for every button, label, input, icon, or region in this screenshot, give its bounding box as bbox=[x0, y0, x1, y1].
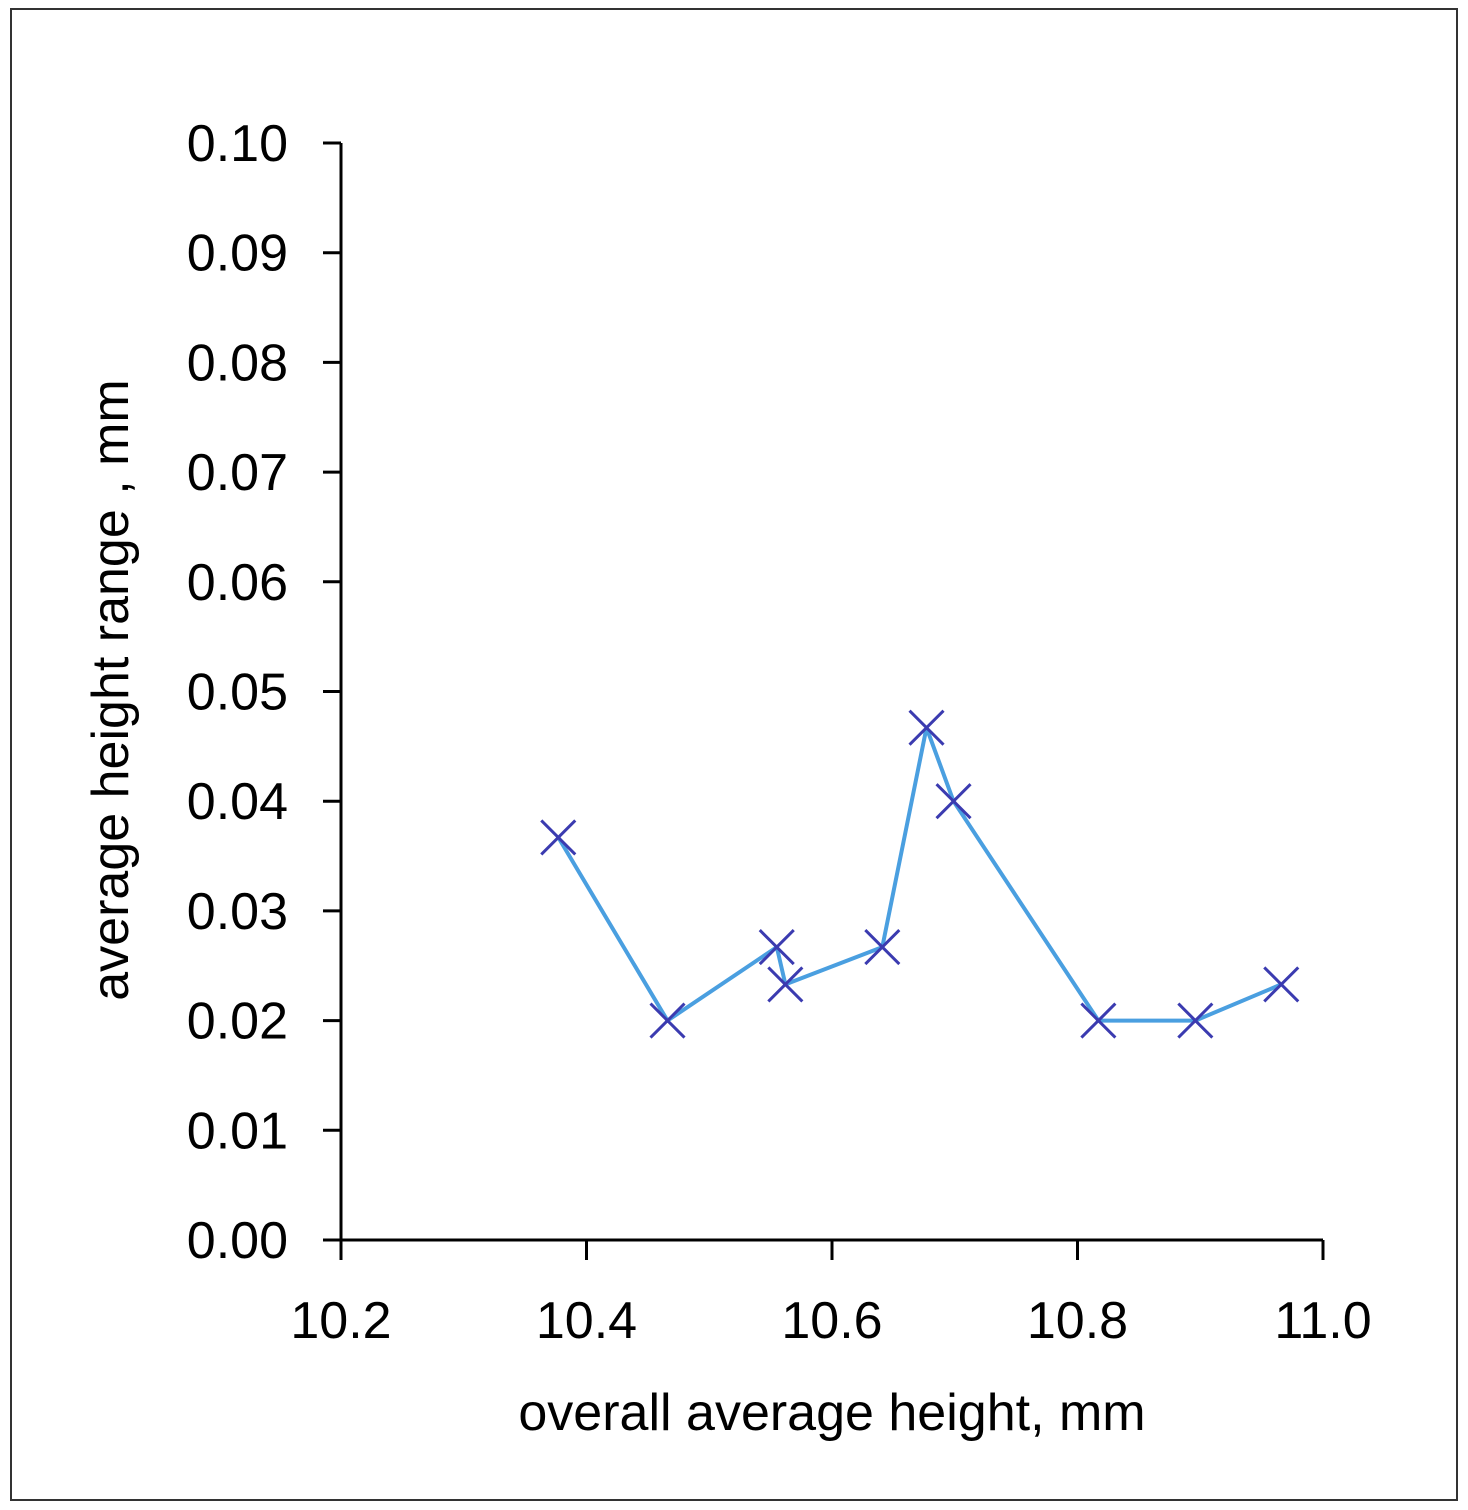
y-tick-label: 0.00 bbox=[187, 1212, 288, 1270]
data-point-marker bbox=[1177, 1002, 1214, 1039]
data-point-marker bbox=[935, 783, 972, 820]
data-point-marker bbox=[1263, 966, 1300, 1003]
x-ticks: 10.2 10.4 10.6 10.8 11.0 bbox=[290, 1240, 1372, 1350]
x-axis-title: overall average height, mm bbox=[518, 1384, 1145, 1442]
y-tick-label: 0.04 bbox=[187, 773, 288, 831]
chart-frame bbox=[10, 8, 1458, 1501]
data-point-marker bbox=[908, 709, 945, 746]
y-ticks: 0.00 0.01 0.02 0.03 0.04 0.05 0.06 0.07 0.08 0.09… bbox=[187, 115, 341, 1270]
data-point-marker bbox=[758, 929, 795, 966]
x-tick-label: 10.6 bbox=[781, 1292, 882, 1350]
y-tick-label: 0.02 bbox=[187, 993, 288, 1051]
data-point-marker bbox=[864, 929, 901, 966]
y-tick-label: 0.10 bbox=[187, 115, 288, 173]
y-tick-label: 0.08 bbox=[187, 334, 288, 392]
series-group bbox=[540, 709, 1300, 1039]
x-tick-label: 10.2 bbox=[290, 1292, 391, 1350]
series-line bbox=[556, 725, 1283, 1023]
y-tick-label: 0.05 bbox=[187, 664, 288, 722]
y-tick-label: 0.03 bbox=[187, 883, 288, 941]
y-axis-title: average height range , mm bbox=[82, 379, 140, 1000]
y-tick-label: 0.01 bbox=[187, 1102, 288, 1160]
data-point-marker bbox=[767, 966, 804, 1003]
data-point-marker bbox=[649, 1002, 686, 1039]
y-tick-label: 0.07 bbox=[187, 444, 288, 502]
y-tick-label: 0.09 bbox=[187, 225, 288, 283]
x-tick-label: 10.4 bbox=[536, 1292, 637, 1350]
data-point-marker bbox=[540, 819, 577, 856]
x-tick-label: 10.8 bbox=[1027, 1292, 1128, 1350]
y-tick-label: 0.06 bbox=[187, 554, 288, 612]
data-point-marker bbox=[1080, 1002, 1117, 1039]
x-tick-label: 11.0 bbox=[1274, 1292, 1371, 1350]
